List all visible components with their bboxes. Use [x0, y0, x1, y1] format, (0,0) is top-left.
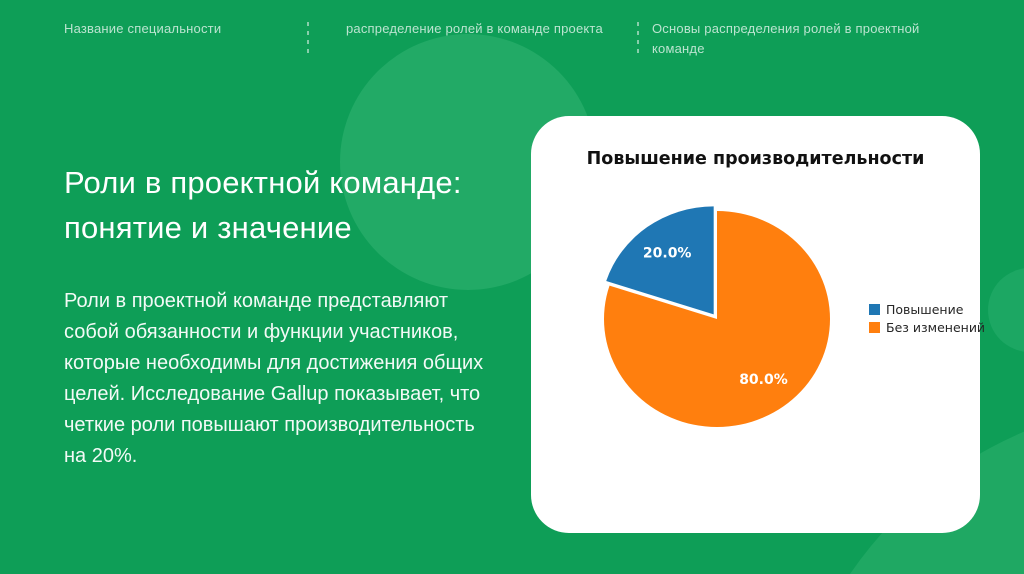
legend-item: Повышение [869, 302, 985, 317]
legend-label: Без изменений [886, 320, 986, 335]
header-item-lesson: Основы распределения ролей в проектной к… [652, 21, 920, 57]
legend-swatch-icon [869, 304, 880, 315]
header-dashed-divider [307, 22, 309, 58]
pie-chart: 20.0% 80.0% [604, 206, 831, 427]
pie-percent-label: 80.0% [739, 372, 788, 388]
pie-percent-label: 20.0% [643, 245, 692, 261]
slide-body-text: Роли в проектной команде представляют со… [64, 290, 484, 467]
header-item-topic: распределение ролей в команде проекта [346, 21, 603, 36]
chart-card: Повышение производительности 20.0% 80.0% … [531, 116, 985, 533]
slide-title: Роли в проектной команде: понятие и знач… [64, 164, 462, 245]
legend-swatch-icon [869, 322, 880, 333]
decorative-circle-right [988, 268, 1024, 352]
chart-legend: Повышение Без изменений [869, 302, 985, 335]
header-item-specialty: Название специальности [64, 21, 222, 36]
pie-slice-1 [604, 211, 831, 427]
header-dashed-divider [637, 22, 639, 58]
pie-slice-0 [606, 206, 714, 315]
legend-item: Без изменений [869, 320, 985, 335]
chart-title: Повышение производительности [586, 149, 925, 169]
legend-label: Повышение [886, 302, 964, 317]
